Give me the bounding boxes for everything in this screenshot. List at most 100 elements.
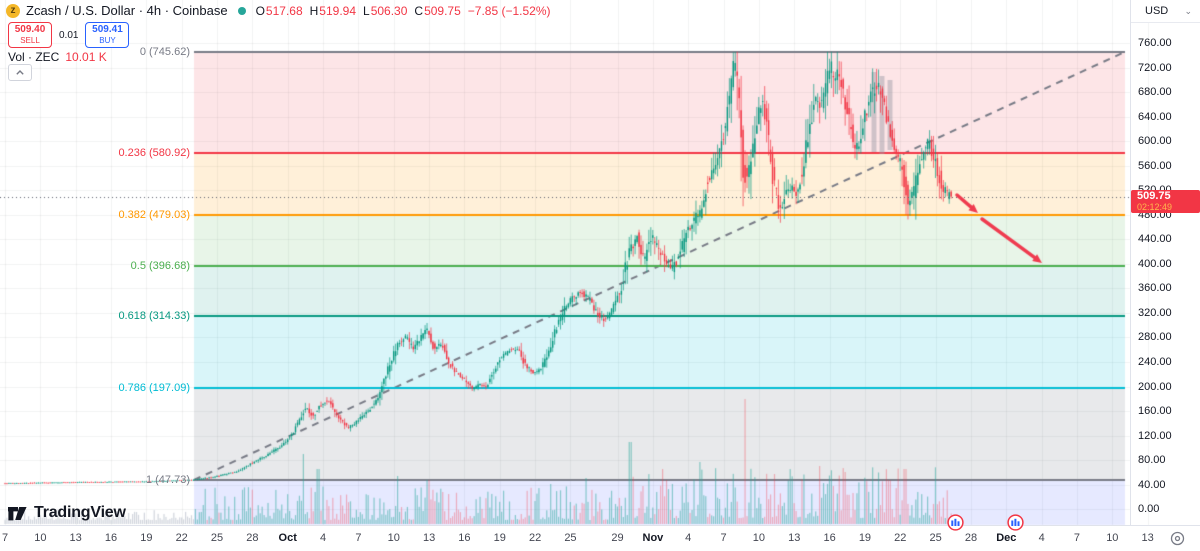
time-tick: 28 <box>246 532 259 544</box>
time-tick: 29 <box>611 532 624 544</box>
price-tick: 400.00 <box>1138 257 1172 270</box>
sell-label: SELL <box>20 36 40 45</box>
price-tick: 240.00 <box>1138 355 1172 368</box>
time-tick: 16 <box>104 532 118 544</box>
economic-event-icon[interactable] <box>1007 514 1024 531</box>
fib-label-0: 0 (745.62) <box>139 45 190 58</box>
time-tick: 4 <box>1038 532 1045 544</box>
buy-label: BUY <box>99 36 116 45</box>
time-tick: 16 <box>823 532 836 544</box>
price-tick: 480.00 <box>1138 208 1172 221</box>
time-tick: 4 <box>319 532 327 544</box>
collapse-indicators-button[interactable] <box>8 64 32 81</box>
price-tick: 760.00 <box>1138 37 1172 49</box>
price-tick: 640.00 <box>1138 110 1172 123</box>
time-tick: 16 <box>458 532 471 544</box>
chevron-down-icon: ⌄ <box>1184 5 1192 16</box>
time-tick: 22 <box>175 532 188 544</box>
price-tick: 560.00 <box>1138 159 1172 172</box>
time-tick: 28 <box>964 532 978 544</box>
price-tick: 720.00 <box>1138 61 1172 74</box>
chevron-up-icon <box>16 70 24 75</box>
time-tick: 22 <box>528 532 542 544</box>
high-label: H <box>309 3 319 18</box>
time-tick: 7 <box>720 532 727 544</box>
price-tick: 80.00 <box>1138 454 1166 467</box>
time-axis-border <box>0 525 1200 526</box>
currency-unit-label: USD <box>1145 5 1169 17</box>
price-tick: 160.00 <box>1138 405 1172 418</box>
time-tick-month: Dec <box>996 532 1017 544</box>
time-tick: 10 <box>1106 532 1119 544</box>
time-tick: 7 <box>1073 532 1081 544</box>
price-tick: 280.00 <box>1138 331 1172 344</box>
price-axis-unit-dropdown[interactable]: USD ⌄ <box>1131 0 1200 23</box>
ohlc-values: O 517.68 H 519.94 L 506.30 C 509.75 −7.85 (−… <box>256 4 551 18</box>
buy-price: 509.41 <box>92 24 123 35</box>
fib-label-0.5: 0.5 (396.68) <box>130 259 190 272</box>
time-tick-month: Nov <box>642 532 664 544</box>
symbol-title[interactable]: Zcash / U.S. Dollar · 4h · Coinbase <box>26 3 228 18</box>
open-label: O <box>255 3 265 18</box>
last-price-tag: 509.75 02:12:49 <box>1131 190 1200 213</box>
price-tick: 680.00 <box>1138 86 1172 99</box>
time-tick: 13 <box>69 532 82 544</box>
market-status-dot-icon <box>237 6 246 15</box>
price-tick: 120.00 <box>1138 429 1172 442</box>
low-label: L <box>363 3 370 18</box>
time-tick: 25 <box>929 532 942 544</box>
price-tick: 600.00 <box>1138 135 1172 148</box>
fib-label-0.618: 0.618 (314.33) <box>118 310 190 323</box>
change-value: −7.85 (−1.52%) <box>467 3 551 18</box>
time-tick: 7 <box>1 532 9 544</box>
sell-button[interactable]: 509.40 SELL <box>8 22 52 48</box>
price-tick: 440.00 <box>1138 233 1172 246</box>
time-tick: 19 <box>858 532 872 544</box>
economic-event-icon[interactable] <box>947 514 964 531</box>
price-tick: 0.00 <box>1138 503 1160 516</box>
time-tick: 4 <box>685 532 692 544</box>
time-tick-month: Oct <box>278 532 297 544</box>
price-tick: 40.00 <box>1138 478 1166 491</box>
fib-label-0.786: 0.786 (197.09) <box>118 382 190 395</box>
volume-value: 10.01 K <box>65 50 107 64</box>
time-tick: 7 <box>355 532 362 544</box>
spread-value: 0.01 <box>59 29 79 41</box>
time-tick: 13 <box>788 532 801 544</box>
time-tick: 10 <box>34 532 47 544</box>
fib-label-0.236: 0.236 (580.92) <box>118 146 190 159</box>
fib-label-0.382: 0.382 (479.03) <box>118 209 190 222</box>
time-tick: 19 <box>493 532 506 544</box>
price-tick: 320.00 <box>1138 306 1172 319</box>
low-value: 506.30 <box>370 3 408 18</box>
open-value: 517.68 <box>265 3 303 18</box>
trade-buttons: 509.40 SELL 0.01 509.41 BUY <box>8 22 130 48</box>
tradingview-logo-text: TradingView <box>34 504 126 521</box>
time-tick: 19 <box>140 532 153 544</box>
time-tick: 10 <box>387 532 400 544</box>
volume-indicator-row: Vol · ZEC 10.01 K <box>8 50 107 64</box>
price-axis-border <box>1130 0 1131 525</box>
time-tick: 25 <box>564 532 577 544</box>
time-tick: 13 <box>1141 532 1154 544</box>
volume-label[interactable]: Vol · ZEC <box>8 50 60 64</box>
tradingview-logo[interactable]: TradingView <box>8 504 126 522</box>
price-tick: 200.00 <box>1138 380 1172 393</box>
close-label: C <box>414 3 424 18</box>
time-tick: 25 <box>210 532 224 544</box>
price-tick: 360.00 <box>1138 282 1172 295</box>
last-price-value: 509.75 <box>1137 190 1171 202</box>
time-tick: 13 <box>422 532 436 544</box>
zcash-icon: z <box>6 3 20 18</box>
time-tick: 10 <box>752 532 766 544</box>
buy-button[interactable]: 509.41 BUY <box>85 22 130 48</box>
bar-countdown: 02:12:49 <box>1137 202 1173 212</box>
sell-price: 509.40 <box>14 24 46 35</box>
tradingview-mark-icon <box>8 506 27 520</box>
time-tick: 22 <box>894 532 907 544</box>
gear-icon <box>1170 531 1185 546</box>
high-value: 519.94 <box>319 3 356 18</box>
axis-settings-button[interactable] <box>1170 531 1185 546</box>
